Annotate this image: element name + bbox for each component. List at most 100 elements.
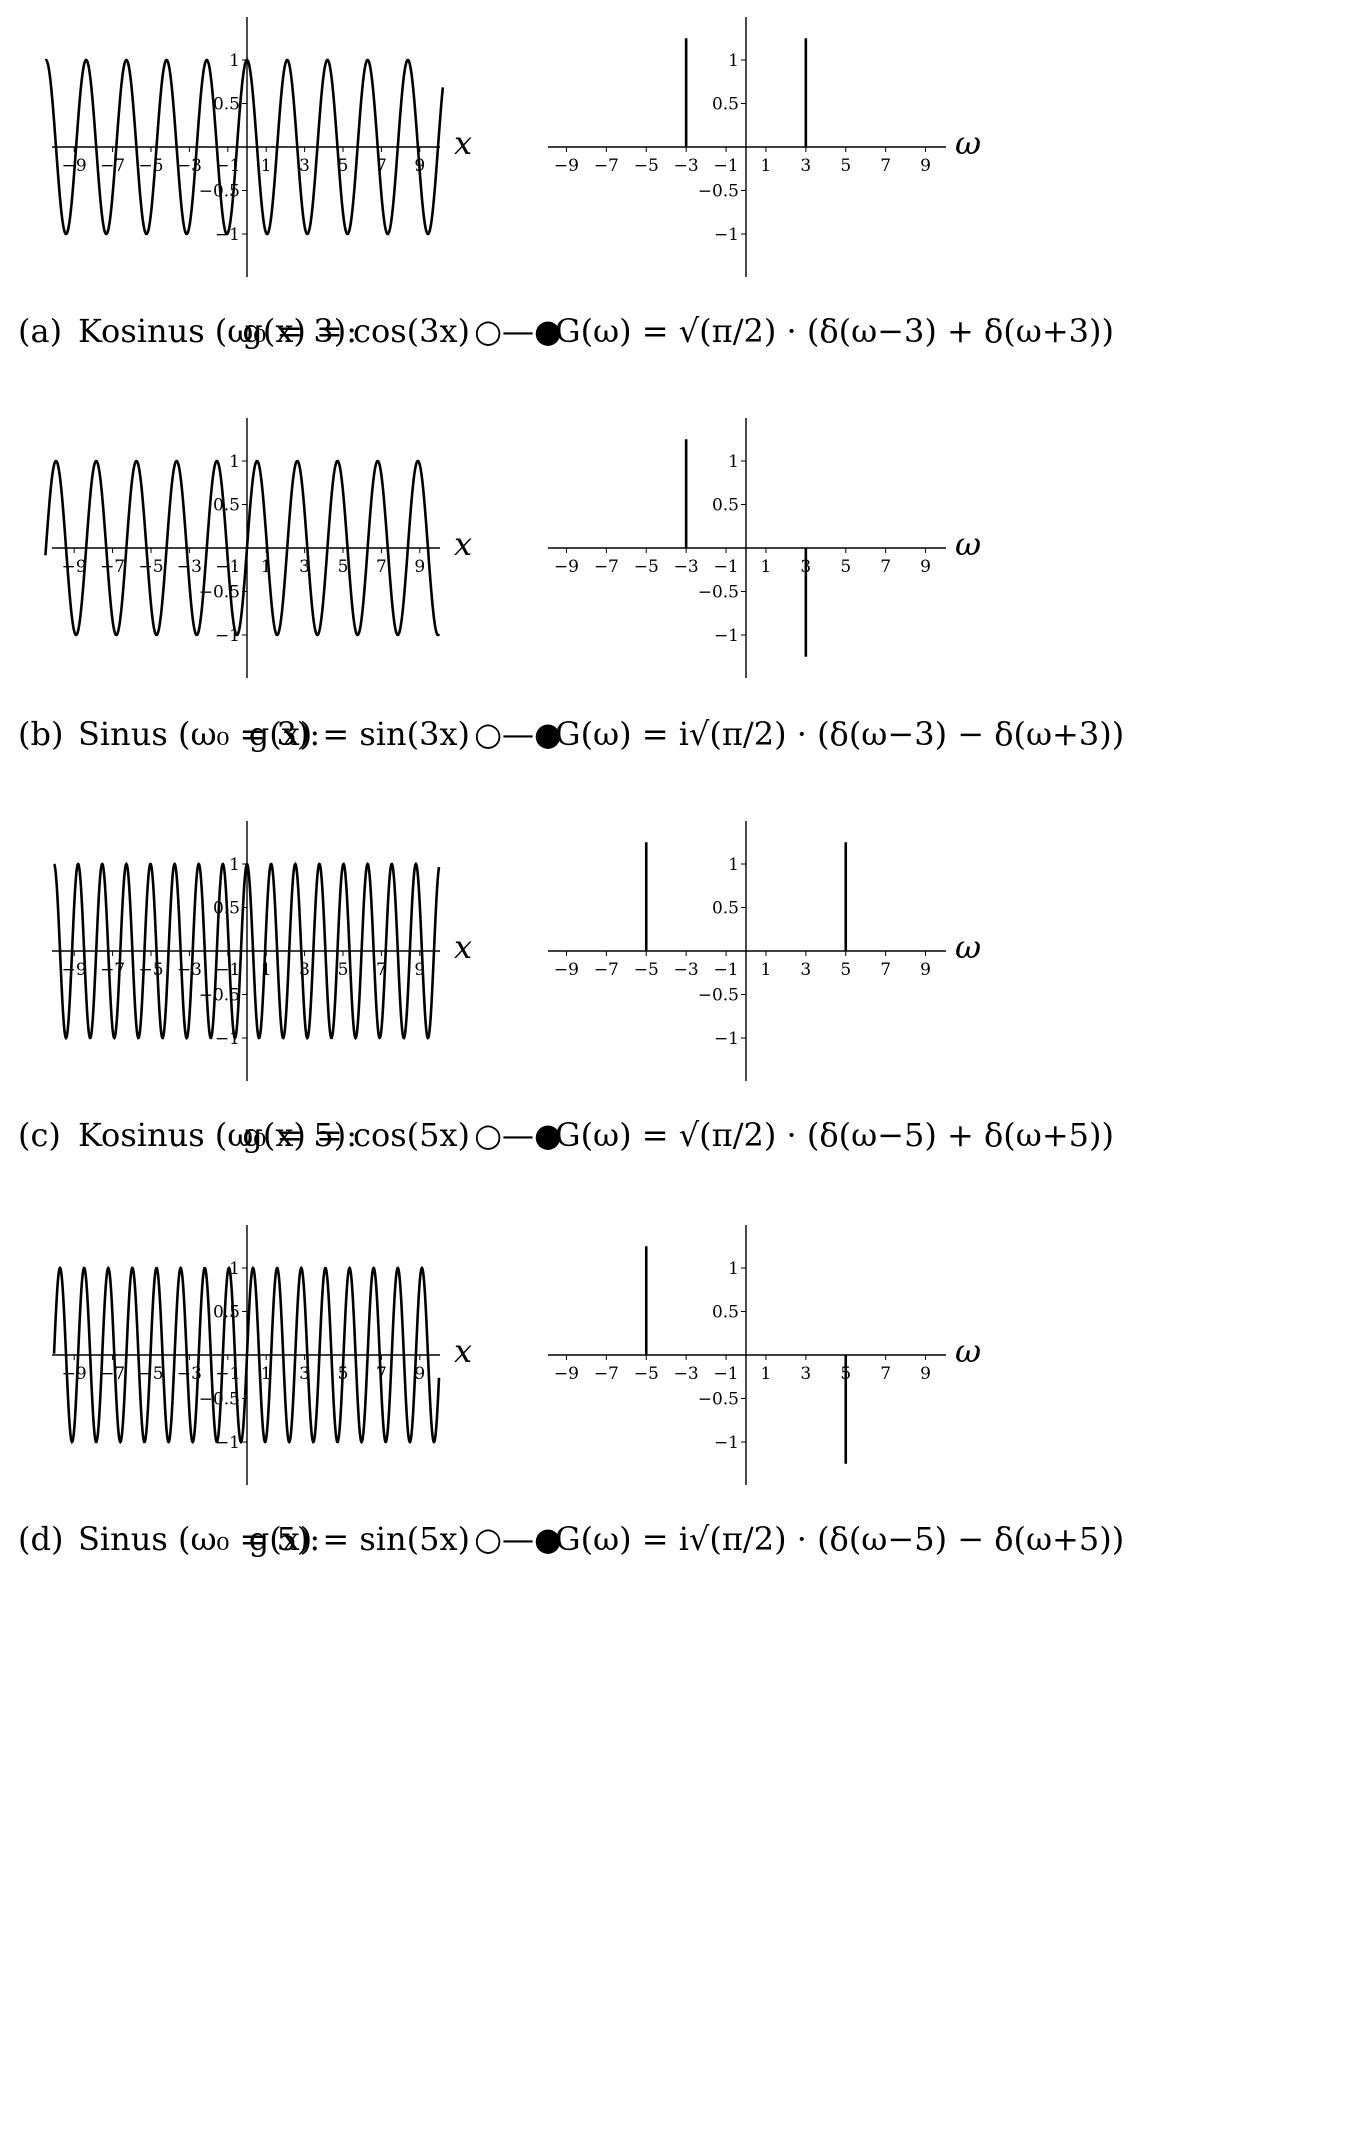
omega-axis-label: ω [955,525,981,563]
x-tick-label: 3 [800,156,811,176]
x-tick-label: −3 [674,1364,699,1384]
y-tick-label: −0.5 [199,986,240,1006]
x-tick-label: −9 [62,960,87,980]
x-tick-label: −3 [674,156,699,176]
x-tick-label: −3 [177,960,202,980]
x-tick-label: −5 [634,156,659,176]
frequency-expression: G(ω) = i√(π/2) · (δ(ω−3) − δ(ω+3)) [555,715,1124,753]
x-tick-label: −9 [554,960,579,980]
x-tick-label: 5 [840,557,851,577]
x-tick-label: 1 [761,1364,772,1384]
x-tick-label: −5 [634,1364,659,1384]
x-tick-label: −1 [714,557,739,577]
time-plot-c: −9 −7 −5 −3 −1 1 3 5 7 910.5−0.5−1x [52,821,472,1081]
x-tick-label: −3 [177,557,202,577]
x-tick-label: −5 [634,960,659,980]
y-tick-label: 1 [229,51,240,71]
x-tick-label: 5 [338,156,349,176]
x-tick-label: −9 [554,156,579,176]
x-tick-label: −7 [100,1364,125,1384]
y-tick-label: 0.5 [712,95,739,115]
frequency-expression: G(ω) = √(π/2) · (δ(ω−3) + δ(ω+3)) [555,312,1114,350]
x-tick-label: 3 [299,156,310,176]
transform-name: Sinus (ω₀ = 3): [78,715,320,753]
x-tick-label: −5 [138,557,163,577]
x-axis-label: x [454,928,472,966]
x-tick-label: −9 [554,1364,579,1384]
x-tick-label: 3 [800,1364,811,1384]
x-tick-label: 7 [880,156,891,176]
y-tick-label: 0.5 [213,95,240,115]
x-tick-label: −7 [100,557,125,577]
panel-label: (d) [18,1520,63,1558]
omega-axis-label: ω [955,928,981,966]
x-tick-label: 9 [920,156,931,176]
correspondence-symbol: ○—● [474,1116,562,1154]
x-tick-label: −3 [674,557,699,577]
omega-axis-label: ω [955,1332,981,1370]
spectrum-plot-a: −9 −7 −5 −3 −1 1 3 5 7 9 1 0.5 −0.5 −1 ω [548,17,981,277]
x-tick-label: 9 [414,1364,425,1384]
x-tick-label: 1 [261,557,272,577]
omega-axis-label: ω [955,124,981,162]
x-tick-label: −1 [714,156,739,176]
x-tick-label: −1 [215,960,240,980]
x-tick-label: 7 [880,1364,891,1384]
x-tick-label: 7 [880,557,891,577]
x-tick-label: 1 [761,960,772,980]
x-tick-label: 9 [920,960,931,980]
y-tick-label: −0.5 [698,583,739,603]
x-tick-label: 5 [840,156,851,176]
signal-curve [52,861,441,1041]
caption-c: (c) Kosinus (ω₀ = 5):g(x) = cos(5x) ○—●G(ω… [18,1116,1114,1154]
x-tick-label: 7 [376,156,387,176]
transform-name: Kosinus (ω₀ = 5): [78,1116,357,1154]
x-tick-label: −5 [634,557,659,577]
spectrum-plot-c: −9 −7 −5 −3 −1 1 3 5 7 9 1 0.5 −0.5 −1 ω [548,821,981,1081]
frequency-expression: G(ω) = √(π/2) · (δ(ω−5) + δ(ω+5)) [555,1116,1114,1154]
time-plot-b: −9 −7 −5 −3 −1 1 3 5 7 910.5−0.5−1x [44,418,472,678]
y-tick-label: 1 [229,452,240,472]
x-tick-label: 3 [800,960,811,980]
y-tick-label: −1 [714,1029,739,1049]
signal-curve [44,459,441,637]
y-tick-label: 1 [229,1259,240,1279]
caption-a: (a) Kosinus (ω₀ = 3):g(x) = cos(3x) ○—●G(ω… [18,312,1114,350]
y-tick-label: −0.5 [698,1390,739,1410]
x-tick-label: −5 [138,156,163,176]
x-axis-label: x [454,525,472,563]
transform-name: Kosinus (ω₀ = 3): [78,312,357,350]
time-plot-a: −9 −7 −5 −3 −1 1 3 5 7 910.5−0.5−1x [44,17,472,277]
panel-label: (a) [18,312,62,350]
x-tick-label: −7 [594,557,619,577]
x-tick-label: 7 [880,960,891,980]
x-tick-label: −1 [714,1364,739,1384]
x-tick-label: 9 [414,960,425,980]
y-tick-label: −1 [714,626,739,646]
x-tick-label: −7 [594,156,619,176]
correspondence-symbol: ○—● [474,1520,562,1558]
x-tick-label: 1 [761,156,772,176]
x-tick-label: 9 [920,557,931,577]
x-tick-label: 5 [840,960,851,980]
y-tick-label: −1 [215,1433,240,1453]
frequency-expression: G(ω) = i√(π/2) · (δ(ω−5) − δ(ω+5)) [555,1520,1124,1558]
x-tick-label: 5 [338,557,349,577]
x-tick-label: −1 [714,960,739,980]
y-tick-label: −0.5 [698,986,739,1006]
x-axis-label: x [454,124,472,162]
y-tick-label: 1 [728,1259,739,1279]
x-tick-label: −7 [100,960,125,980]
x-tick-label: −3 [177,1364,202,1384]
panel-label: (c) [18,1116,61,1154]
y-tick-label: 1 [728,855,739,875]
x-tick-label: −5 [138,1364,163,1384]
y-tick-label: 0.5 [712,899,739,919]
x-tick-label: 9 [414,557,425,577]
x-tick-label: 1 [761,557,772,577]
time-expression: g(x) = cos(5x) [242,1116,470,1154]
correspondence-symbol: ○—● [474,715,562,753]
time-plot-d: −9 −7 −5 −3 −1 1 3 5 7 910.5−0.5−1x [52,1225,472,1485]
